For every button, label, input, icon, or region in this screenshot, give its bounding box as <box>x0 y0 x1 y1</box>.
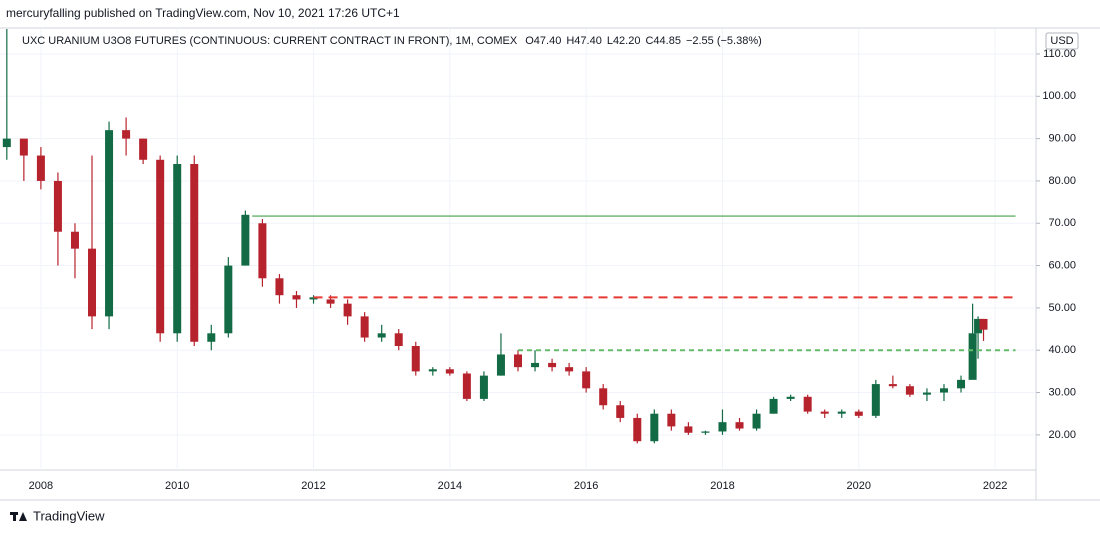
candle-body <box>275 278 284 296</box>
ohlc-key: H <box>566 35 574 47</box>
candle-body <box>173 164 182 334</box>
y-tick-label: 90.00 <box>1048 133 1076 145</box>
candle-body <box>411 345 420 372</box>
candle-body <box>462 373 471 399</box>
currency: USD <box>1050 35 1073 47</box>
candle-body <box>667 413 676 427</box>
candle-body <box>905 386 914 395</box>
candle-body <box>752 413 761 429</box>
candle-body <box>616 405 625 418</box>
x-tick-label: 2014 <box>438 480 462 492</box>
candle-body <box>292 295 301 300</box>
ohlc-value: 47.40 <box>534 35 562 47</box>
candle-body <box>139 138 148 160</box>
y-tick-label: 80.00 <box>1048 175 1076 187</box>
candle-body <box>309 297 318 300</box>
change: −2.55 (−5.38%) <box>686 35 762 47</box>
grid <box>0 29 1036 470</box>
currency-box <box>1045 32 1079 50</box>
candle-body <box>769 398 778 414</box>
brand: TradingView <box>33 508 105 523</box>
candle-body <box>599 388 608 406</box>
y-tick-label: 50.00 <box>1048 302 1076 314</box>
candle-body <box>718 422 727 432</box>
candle-body <box>650 413 659 442</box>
candle-body <box>105 130 114 317</box>
candle-body <box>735 422 744 429</box>
candle-body <box>684 426 693 433</box>
candle-body <box>19 138 28 156</box>
x-tick-label: 2018 <box>710 480 734 492</box>
candle-body <box>445 369 454 374</box>
candle-body <box>582 371 591 389</box>
candle-body <box>531 362 540 368</box>
candle-body <box>786 396 795 399</box>
candle-body <box>496 354 505 376</box>
candle-body <box>854 411 863 416</box>
x-tick-label: 2010 <box>165 480 189 492</box>
x-tick-label: 2008 <box>29 480 53 492</box>
candle-body <box>207 333 216 342</box>
ohlc-value: 42.20 <box>613 35 641 47</box>
x-tick-label: 2012 <box>301 480 325 492</box>
tv-logo <box>10 512 27 521</box>
candle-body <box>70 231 79 249</box>
candle-body <box>803 396 812 412</box>
candle-body <box>968 333 977 380</box>
ohlc-value: 44.85 <box>653 35 681 47</box>
candle-body <box>565 367 574 372</box>
candle-body <box>122 130 131 139</box>
candle-body <box>343 303 352 317</box>
y-tick-label: 100.00 <box>1042 90 1076 102</box>
y-tick-label: 60.00 <box>1048 259 1076 271</box>
candle-body <box>837 411 846 414</box>
ohlc-key: C <box>645 35 653 47</box>
candle-body <box>428 369 437 372</box>
candle-body <box>957 379 966 389</box>
candle-body <box>548 362 557 368</box>
y-tick-label: 70.00 <box>1048 217 1076 229</box>
candle-body <box>394 333 403 346</box>
candle-body <box>326 299 335 304</box>
candle-body <box>88 248 97 317</box>
candle-body <box>633 417 642 442</box>
candle-body <box>377 333 386 338</box>
candle-body <box>190 164 199 342</box>
candle-body <box>224 265 233 334</box>
candle-body <box>241 214 250 266</box>
candle-body <box>36 155 45 181</box>
y-tick-label: 30.00 <box>1048 386 1076 398</box>
ohlc-value: 47.40 <box>574 35 602 47</box>
candle-body <box>888 384 897 387</box>
candle-body <box>939 388 948 393</box>
candle-body <box>514 354 522 368</box>
candle-body <box>53 180 62 232</box>
y-tick-label: 110.00 <box>1043 48 1076 60</box>
x-tick-label: 2022 <box>983 480 1007 492</box>
y-tick-label: 20.00 <box>1048 429 1076 441</box>
candle-body <box>820 411 829 414</box>
candle-body <box>360 316 369 338</box>
candle-body <box>2 138 11 148</box>
symbol-title: UXC URANIUM U3O8 FUTURES (CONTINUOUS: CU… <box>22 35 518 47</box>
y-tick-label: 40.00 <box>1048 344 1076 356</box>
published-line: mercuryfalling published on TradingView.… <box>6 6 400 20</box>
candle-body <box>979 318 988 330</box>
candle-body <box>871 384 880 416</box>
candle-body <box>701 431 710 433</box>
candle-body <box>922 392 931 395</box>
candle-body <box>479 375 488 399</box>
x-tick-label: 2016 <box>574 480 598 492</box>
plot <box>2 29 1016 444</box>
ohlc-key: L <box>607 35 613 47</box>
ohlc-key: O <box>525 35 534 47</box>
candle-body <box>258 223 267 279</box>
candle-body <box>156 159 165 334</box>
legend: UXC URANIUM U3O8 FUTURES (CONTINUOUS: CU… <box>22 35 762 47</box>
x-tick-label: 2020 <box>847 480 871 492</box>
candle-body <box>974 318 983 334</box>
